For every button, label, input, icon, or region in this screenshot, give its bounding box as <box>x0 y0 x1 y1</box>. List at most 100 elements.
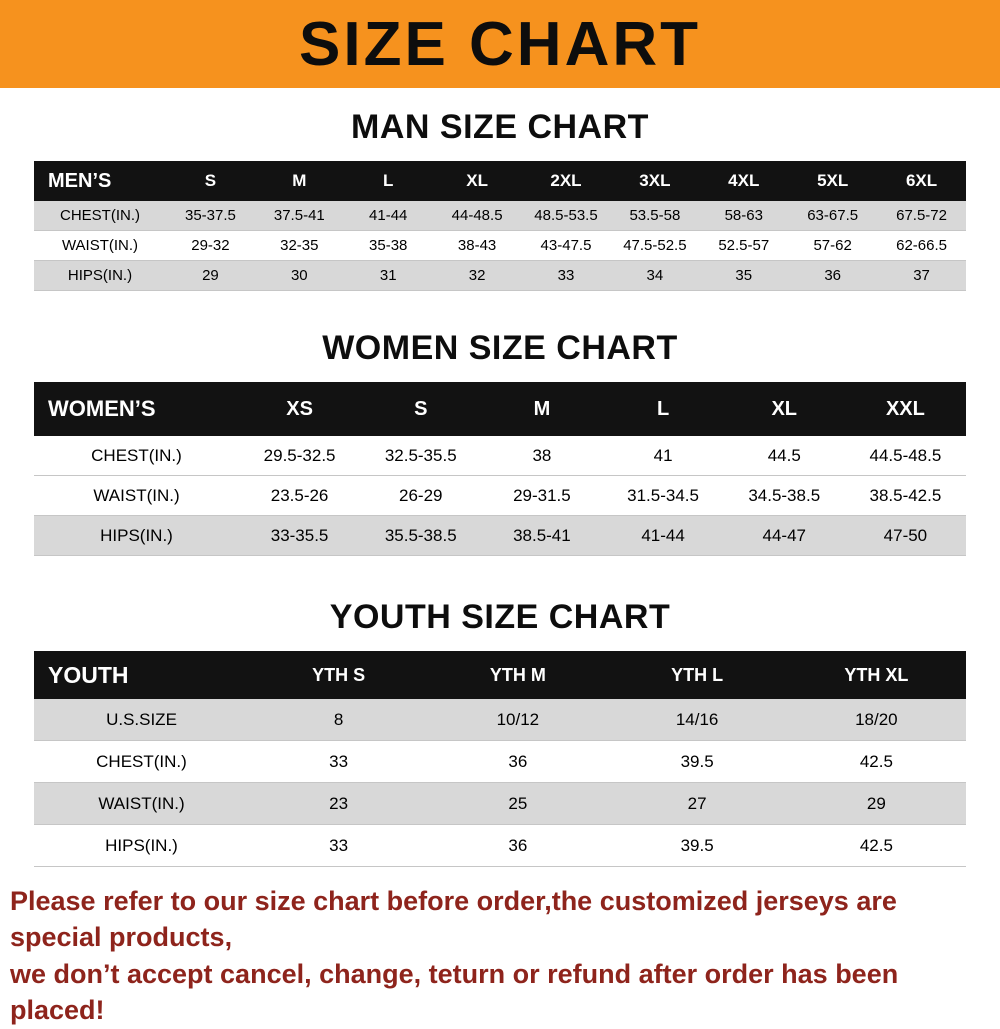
youth-row-hips-in: HIPS(IN.) 33 36 39.5 42.5 <box>34 825 966 867</box>
men-chest-in-value: 37.5-41 <box>273 207 325 224</box>
women-chest-in-value: 32.5-35.5 <box>384 445 457 465</box>
youth-u-s-size-value: 18/20 <box>855 709 898 729</box>
women-chest-in-value: 44.5 <box>767 445 801 465</box>
women-hips-in-value: 35.5-38.5 <box>384 525 457 545</box>
men-size-column-3xl: 3XL <box>639 171 671 190</box>
women-chest-in-value: 44.5-48.5 <box>869 445 942 465</box>
women-waist-in-value: 26-29 <box>399 485 443 505</box>
youth-section-heading: YOUTH SIZE CHART <box>329 598 671 636</box>
men-size-column-xl: XL <box>466 171 488 190</box>
men-chest-in-value: 44-48.5 <box>451 207 503 224</box>
men-size-column-5xl: 5XL <box>817 171 849 190</box>
youth-hips-in-value: 42.5 <box>859 835 893 855</box>
women-size-column-m: M <box>533 397 551 420</box>
men-row-chest-in: CHEST(IN.) 35-37.5 37.5-41 41-44 44-48.5 48.5… <box>34 201 966 231</box>
youth-row-label-u-s-size: U.S.SIZE <box>106 709 177 729</box>
banner-title: SIZE CHART <box>299 9 701 79</box>
youth-waist-in-value: 23 <box>329 793 349 813</box>
women-chest-in-value: 41 <box>653 445 673 465</box>
youth-size-column-yth-s: YTH S <box>312 664 366 685</box>
men-size-column-m: M <box>292 171 307 190</box>
youth-hips-in-value: 33 <box>329 835 349 855</box>
women-row-label-chest-in: CHEST(IN.) <box>91 445 182 465</box>
men-header-label: MEN’S <box>48 169 112 192</box>
youth-hips-in-value: 36 <box>508 835 528 855</box>
women-waist-in-value: 29-31.5 <box>513 485 571 505</box>
youth-row-u-s-size: U.S.SIZE 8 10/12 14/16 18/20 <box>34 699 966 741</box>
youth-table-header-row: YOUTH YTH S YTH M YTH L YTH XL <box>34 651 966 699</box>
men-waist-in-value: 57-62 <box>813 237 852 254</box>
youth-waist-in-value: 29 <box>866 793 886 813</box>
youth-u-s-size-value: 14/16 <box>675 709 719 729</box>
footer-note: Please refer to our size chart before or… <box>10 883 990 1029</box>
footer-note-line2: we don’t accept cancel, change, teturn o… <box>10 958 899 1026</box>
men-hips-in-value: 31 <box>379 267 397 284</box>
women-row-hips-in: HIPS(IN.) 33-35.5 35.5-38.5 38.5-41 41-44 44-… <box>34 516 966 556</box>
men-size-column-l: L <box>383 171 394 190</box>
men-row-hips-in: HIPS(IN.) 29 30 31 32 33 34 35 36 37 <box>34 261 966 291</box>
women-chest-in-value: 29.5-32.5 <box>263 445 336 465</box>
youth-u-s-size-value: 10/12 <box>496 709 540 729</box>
women-table-header-row: WOMEN’S XS S M L XL XXL <box>34 382 966 436</box>
youth-size-column-yth-m: YTH M <box>489 664 546 685</box>
youth-size-column-yth-xl: YTH XL <box>844 664 909 685</box>
men-waist-in-value: 47.5-52.5 <box>623 237 687 254</box>
women-row-waist-in: WAIST(IN.) 23.5-26 26-29 29-31.5 31.5-34.5 34… <box>34 476 966 516</box>
men-hips-in-value: 32 <box>468 267 486 284</box>
men-hips-in-value: 30 <box>290 267 308 284</box>
men-waist-in-value: 43-47.5 <box>540 237 592 254</box>
women-chest-in-value: 38 <box>532 445 552 465</box>
men-row-label-hips-in: HIPS(IN.) <box>67 267 133 284</box>
youth-size-column-yth-l: YTH L <box>671 664 724 685</box>
women-hips-in-value: 47-50 <box>883 525 928 545</box>
youth-chest-in-value: 39.5 <box>680 751 714 771</box>
youth-header-label: YOUTH <box>48 661 129 688</box>
women-waist-in-value: 31.5-34.5 <box>627 485 699 505</box>
women-size-table: WOMEN’S XS S M L XL XXL CHEST(IN.) 29.5-32.5 32.5… <box>34 382 966 556</box>
women-hips-in-value: 38.5-41 <box>513 525 571 545</box>
youth-waist-in-value: 27 <box>687 793 707 813</box>
men-hips-in-value: 36 <box>824 267 841 284</box>
men-table-header-row: MEN’S S M L XL 2XL 3XL 4XL 5XL 6XL <box>34 161 966 201</box>
men-chest-in-value: 53.5-58 <box>629 207 681 224</box>
women-row-label-waist-in: WAIST(IN.) <box>93 485 180 505</box>
youth-waist-in-value: 25 <box>508 793 528 813</box>
youth-hips-in-value: 39.5 <box>680 835 714 855</box>
women-size-column-xl: XL <box>771 397 798 420</box>
women-hips-in-value: 41-44 <box>641 525 685 545</box>
youth-row-label-waist-in: WAIST(IN.) <box>98 793 185 813</box>
men-waist-in-value: 52.5-57 <box>718 237 770 254</box>
women-hips-in-value: 44-47 <box>762 525 806 545</box>
men-hips-in-value: 33 <box>557 267 575 284</box>
men-waist-in-value: 38-43 <box>457 237 497 254</box>
men-chest-in-value: 35-37.5 <box>185 207 236 224</box>
women-waist-in-value: 34.5-38.5 <box>748 485 821 505</box>
men-row-label-chest-in: CHEST(IN.) <box>60 207 140 224</box>
men-waist-in-value: 62-66.5 <box>896 237 947 254</box>
size-chart-banner: SIZE CHART <box>0 0 1000 88</box>
men-section-heading: MAN SIZE CHART <box>351 108 649 146</box>
women-size-column-s: S <box>414 397 428 420</box>
women-size-column-xs: XS <box>286 397 313 420</box>
women-row-label-hips-in: HIPS(IN.) <box>100 525 173 545</box>
women-row-chest-in: CHEST(IN.) 29.5-32.5 32.5-35.5 38 41 44.5 44.5… <box>34 436 966 476</box>
women-waist-in-value: 23.5-26 <box>270 485 329 505</box>
youth-row-waist-in: WAIST(IN.) 23 25 27 29 <box>34 783 966 825</box>
men-size-column-6xl: 6XL <box>905 171 938 190</box>
youth-chest-in-value: 33 <box>329 751 349 771</box>
youth-row-label-chest-in: CHEST(IN.) <box>96 751 187 771</box>
footer-note-line1: Please refer to our size chart before or… <box>10 886 897 953</box>
men-size-column-4xl: 4XL <box>728 171 760 190</box>
youth-chest-in-value: 42.5 <box>859 751 893 771</box>
men-hips-in-value: 37 <box>913 267 930 284</box>
women-size-column-l: L <box>656 397 670 420</box>
men-size-column-2xl: 2XL <box>550 171 582 190</box>
men-chest-in-value: 48.5-53.5 <box>534 207 598 224</box>
men-row-waist-in: WAIST(IN.) 29-32 32-35 35-38 38-43 43-47.5 47.… <box>34 231 966 261</box>
men-size-table: MEN’S S M L XL 2XL 3XL 4XL 5XL 6XL CHEST(IN.) 35-37… <box>34 161 966 291</box>
women-size-column-xxl: XXL <box>885 397 925 420</box>
men-hips-in-value: 35 <box>735 267 753 284</box>
women-waist-in-value: 38.5-42.5 <box>869 485 942 505</box>
men-hips-in-value: 34 <box>646 267 664 284</box>
men-chest-in-value: 67.5-72 <box>896 207 947 224</box>
